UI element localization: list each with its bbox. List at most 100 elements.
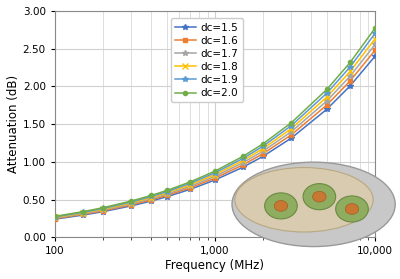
dc=1.7 <box>261 149 266 153</box>
dc=1.5 <box>149 199 154 203</box>
dc=1.9 <box>101 207 106 210</box>
dc=1.8 <box>188 183 192 186</box>
Legend: dc=1.5, dc=1.6, dc=1.7, dc=1.8, dc=1.9, dc=2.0: dc=1.5, dc=1.6, dc=1.7, dc=1.8, dc=1.9, … <box>170 18 243 102</box>
Line: dc=1.8: dc=1.8 <box>52 36 378 220</box>
Line: dc=1.6: dc=1.6 <box>53 48 377 221</box>
dc=1.9 <box>81 211 86 214</box>
dc=1.5 <box>289 136 294 140</box>
dc=2.0 <box>52 215 57 218</box>
dc=1.5 <box>261 155 266 158</box>
dc=1.6 <box>373 49 378 52</box>
dc=1.6 <box>81 213 86 216</box>
dc=1.7 <box>101 208 106 212</box>
Line: dc=1.5: dc=1.5 <box>52 53 378 222</box>
dc=1.9 <box>261 145 266 148</box>
Y-axis label: Attenuation (dB): Attenuation (dB) <box>7 75 20 173</box>
dc=2.0 <box>149 194 154 197</box>
dc=1.8 <box>129 201 134 205</box>
dc=1.8 <box>373 37 378 40</box>
Circle shape <box>345 204 359 214</box>
dc=1.9 <box>129 200 134 204</box>
dc=1.5 <box>348 84 353 87</box>
dc=2.0 <box>261 142 266 145</box>
dc=1.8 <box>348 70 353 73</box>
dc=1.7 <box>129 202 134 206</box>
dc=2.0 <box>324 88 329 91</box>
dc=1.6 <box>164 194 169 197</box>
dc=1.5 <box>324 107 329 111</box>
dc=1.6 <box>212 176 217 180</box>
dc=2.0 <box>289 121 294 124</box>
Line: dc=1.7: dc=1.7 <box>52 42 378 221</box>
dc=1.7 <box>324 99 329 103</box>
Circle shape <box>274 201 288 211</box>
dc=1.7 <box>164 193 169 196</box>
dc=1.6 <box>129 203 134 206</box>
dc=2.0 <box>241 155 246 158</box>
dc=1.6 <box>261 152 266 155</box>
dc=1.6 <box>188 186 192 189</box>
dc=1.7 <box>188 185 192 188</box>
dc=1.8 <box>81 211 86 215</box>
Line: dc=1.9: dc=1.9 <box>52 31 378 220</box>
dc=1.6 <box>241 163 246 167</box>
dc=1.8 <box>164 191 169 194</box>
Circle shape <box>313 191 326 202</box>
dc=1.9 <box>149 195 154 198</box>
dc=1.5 <box>373 54 378 58</box>
dc=1.9 <box>52 215 57 218</box>
dc=2.0 <box>188 180 192 184</box>
dc=1.8 <box>241 159 246 162</box>
dc=1.8 <box>212 173 217 176</box>
dc=1.9 <box>348 65 353 68</box>
dc=2.0 <box>81 210 86 213</box>
Circle shape <box>303 184 336 210</box>
dc=1.7 <box>289 130 294 133</box>
dc=1.9 <box>373 32 378 35</box>
dc=1.9 <box>188 182 192 185</box>
dc=1.9 <box>289 124 294 127</box>
dc=1.6 <box>149 198 154 201</box>
dc=1.5 <box>101 210 106 213</box>
dc=1.8 <box>149 196 154 199</box>
dc=1.6 <box>101 209 106 213</box>
dc=1.9 <box>212 171 217 174</box>
dc=1.6 <box>52 217 57 220</box>
dc=1.5 <box>212 178 217 182</box>
dc=1.9 <box>324 92 329 95</box>
dc=1.7 <box>52 216 57 220</box>
Circle shape <box>265 193 297 219</box>
dc=1.5 <box>81 213 86 217</box>
dc=1.5 <box>164 195 169 198</box>
dc=1.7 <box>149 197 154 200</box>
dc=1.7 <box>373 43 378 46</box>
dc=1.7 <box>348 74 353 78</box>
dc=2.0 <box>129 199 134 203</box>
dc=2.0 <box>164 189 169 192</box>
dc=1.6 <box>348 79 353 83</box>
dc=2.0 <box>348 61 353 64</box>
dc=1.8 <box>324 95 329 99</box>
Ellipse shape <box>235 167 373 232</box>
dc=1.8 <box>52 216 57 219</box>
dc=1.6 <box>289 133 294 136</box>
dc=1.5 <box>241 165 246 169</box>
dc=2.0 <box>212 169 217 173</box>
dc=2.0 <box>101 206 106 209</box>
dc=1.5 <box>129 204 134 208</box>
dc=1.8 <box>261 147 266 150</box>
X-axis label: Frequency (MHz): Frequency (MHz) <box>166 259 264 272</box>
dc=1.6 <box>324 103 329 107</box>
Line: dc=2.0: dc=2.0 <box>53 26 377 218</box>
Circle shape <box>336 196 368 222</box>
dc=1.8 <box>289 127 294 130</box>
dc=1.8 <box>101 208 106 211</box>
Ellipse shape <box>232 162 395 247</box>
dc=1.9 <box>241 157 246 160</box>
dc=1.7 <box>241 161 246 164</box>
dc=1.7 <box>81 212 86 215</box>
dc=1.5 <box>52 217 57 221</box>
dc=1.7 <box>212 175 217 178</box>
dc=1.5 <box>188 188 192 191</box>
dc=2.0 <box>373 27 378 30</box>
